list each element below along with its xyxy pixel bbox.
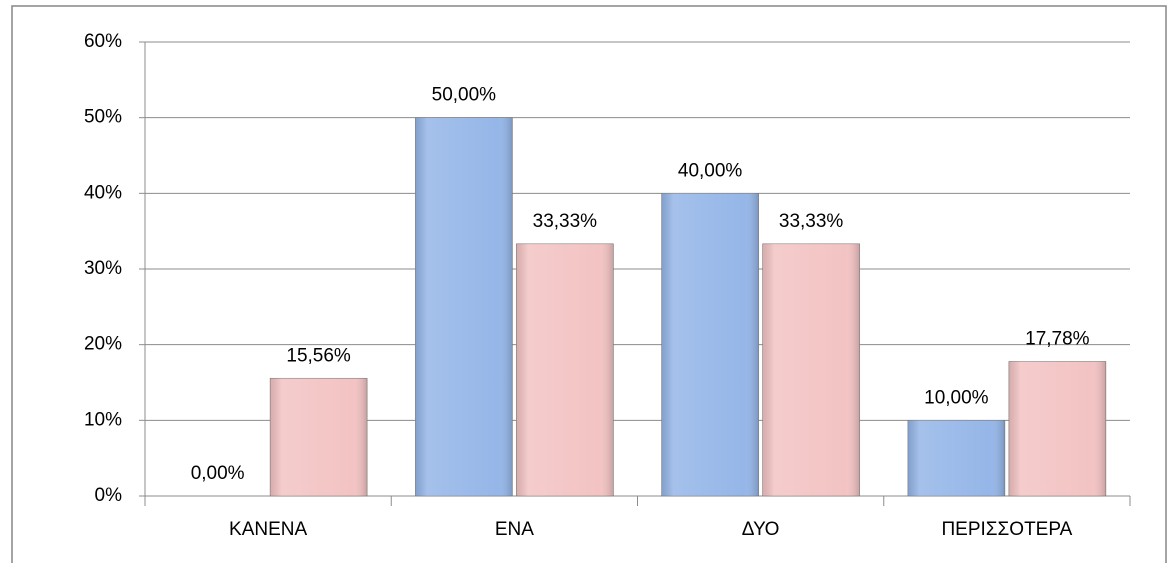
y-tick-label: 50%: [84, 107, 122, 128]
data-label: 33,33%: [533, 211, 598, 232]
y-tick-label: 10%: [84, 409, 122, 430]
bar-shade: [907, 420, 1005, 496]
bar-shade: [762, 243, 860, 496]
bar-shade: [1008, 361, 1106, 496]
data-label: 50,00%: [432, 85, 497, 106]
bar-shade: [415, 117, 513, 497]
data-label: 40,00%: [678, 160, 743, 181]
y-tick-label: 0%: [95, 485, 123, 506]
chart-border: [11, 5, 1167, 568]
data-label: 0,00%: [191, 463, 245, 484]
y-tick-label: 30%: [84, 258, 122, 279]
x-tick-label: ΕΝΑ: [495, 519, 534, 540]
y-tick-label: 20%: [84, 334, 122, 355]
y-tick-label: 40%: [84, 182, 122, 203]
x-tick-label: ΠΕΡΙΣΣΟΤΕΡΑ: [941, 519, 1072, 540]
bar-shade: [661, 193, 759, 497]
y-tick-label: 60%: [84, 31, 122, 52]
x-tick-label: ΔΥΟ: [742, 519, 780, 540]
data-label: 33,33%: [779, 211, 844, 232]
bar-shade: [516, 243, 614, 496]
bar-shade: [270, 378, 368, 496]
data-label: 17,78%: [1025, 328, 1090, 349]
data-label: 15,56%: [286, 345, 351, 366]
x-tick-label: ΚΑΝΕΝΑ: [229, 519, 307, 540]
data-label: 10,00%: [924, 387, 989, 408]
